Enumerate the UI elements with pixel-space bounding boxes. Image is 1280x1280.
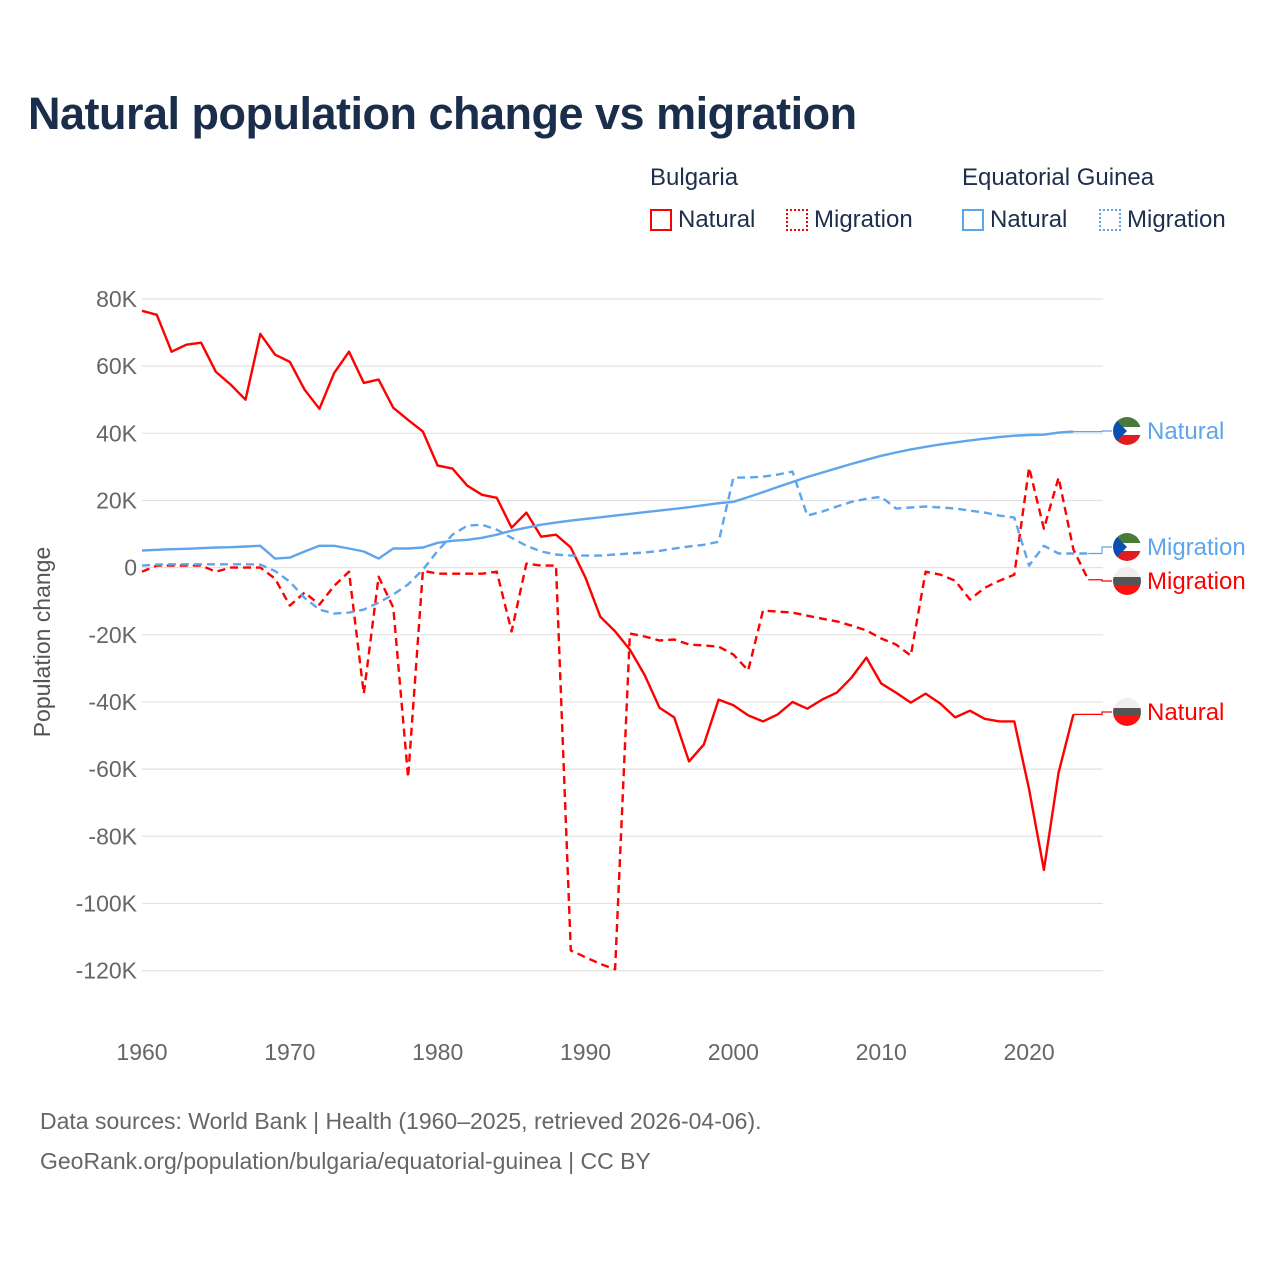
- y-axis-label: Population change: [29, 547, 55, 738]
- x-tick-label: 1970: [264, 1039, 315, 1065]
- series-line-equatorial-guinea-natural[interactable]: [141, 430, 1074, 560]
- equatorial-guinea-flag-icon: [1113, 417, 1141, 445]
- y-tick-label: -100K: [76, 890, 138, 916]
- solid-swatch-icon: [962, 209, 984, 231]
- legend-label: Natural: [678, 206, 756, 233]
- x-tick-label: 2020: [1003, 1039, 1054, 1065]
- label-connector: [1073, 711, 1112, 715]
- series-line-bulgaria-migration[interactable]: [141, 466, 1090, 971]
- legend-bulgaria-natural[interactable]: Natural: [650, 206, 755, 234]
- footer-attribution[interactable]: GeoRank.org/population/bulgaria/equatori…: [40, 1148, 651, 1174]
- y-tick-label: -60K: [88, 756, 137, 782]
- y-tick-label: -120K: [76, 958, 138, 984]
- series-line-bulgaria-natural[interactable]: [141, 309, 1075, 872]
- y-tick-label: 80K: [96, 286, 138, 312]
- y-tick-label: 40K: [96, 420, 138, 446]
- y-tick-label: 60K: [96, 353, 138, 379]
- series-end-label: Migration: [1147, 568, 1246, 595]
- bulgaria-flag-icon: [1113, 698, 1141, 726]
- footer-sources: Data sources: World Bank | Health (1960–…: [40, 1108, 762, 1134]
- label-connector: [1088, 579, 1112, 582]
- x-tick-label: 1960: [116, 1039, 167, 1065]
- y-tick-label: -20K: [88, 622, 137, 648]
- y-tick-label: -40K: [88, 689, 137, 715]
- legend-label: Natural: [990, 206, 1068, 233]
- bulgaria-flag-icon: [1113, 567, 1141, 595]
- x-tick-label: 1990: [560, 1039, 611, 1065]
- chart-title: Natural population change vs migration: [28, 88, 857, 139]
- legend-label: Migration: [1127, 206, 1226, 233]
- x-tick-label: 1980: [412, 1039, 463, 1065]
- label-connector: [1088, 546, 1112, 555]
- legend-bulgaria-migration[interactable]: Migration: [786, 206, 913, 234]
- legend-eg-natural[interactable]: Natural: [962, 206, 1067, 234]
- equatorial-guinea-flag-icon: [1113, 533, 1141, 561]
- legend-label: Migration: [814, 206, 913, 233]
- y-tick-label: 20K: [96, 487, 138, 513]
- solid-swatch-icon: [650, 209, 672, 231]
- legend-eg-migration[interactable]: Migration: [1099, 206, 1226, 234]
- y-tick-label: -80K: [88, 823, 137, 849]
- series-line-equatorial-guinea-migration[interactable]: [141, 470, 1089, 615]
- series-end-label: Migration: [1147, 534, 1246, 561]
- y-tick-label: 0: [124, 555, 137, 581]
- dotted-swatch-icon: [1099, 209, 1121, 231]
- legend-group-bulgaria: Bulgaria: [650, 164, 739, 191]
- series-end-label: Natural: [1147, 418, 1224, 445]
- series-end-label: Natural: [1147, 699, 1224, 726]
- dotted-swatch-icon: [786, 209, 808, 231]
- label-connector: [1073, 430, 1112, 433]
- legend-group-equatorial-guinea: Equatorial Guinea: [962, 164, 1155, 191]
- x-tick-label: 2000: [708, 1039, 759, 1065]
- x-tick-label: 2010: [856, 1039, 907, 1065]
